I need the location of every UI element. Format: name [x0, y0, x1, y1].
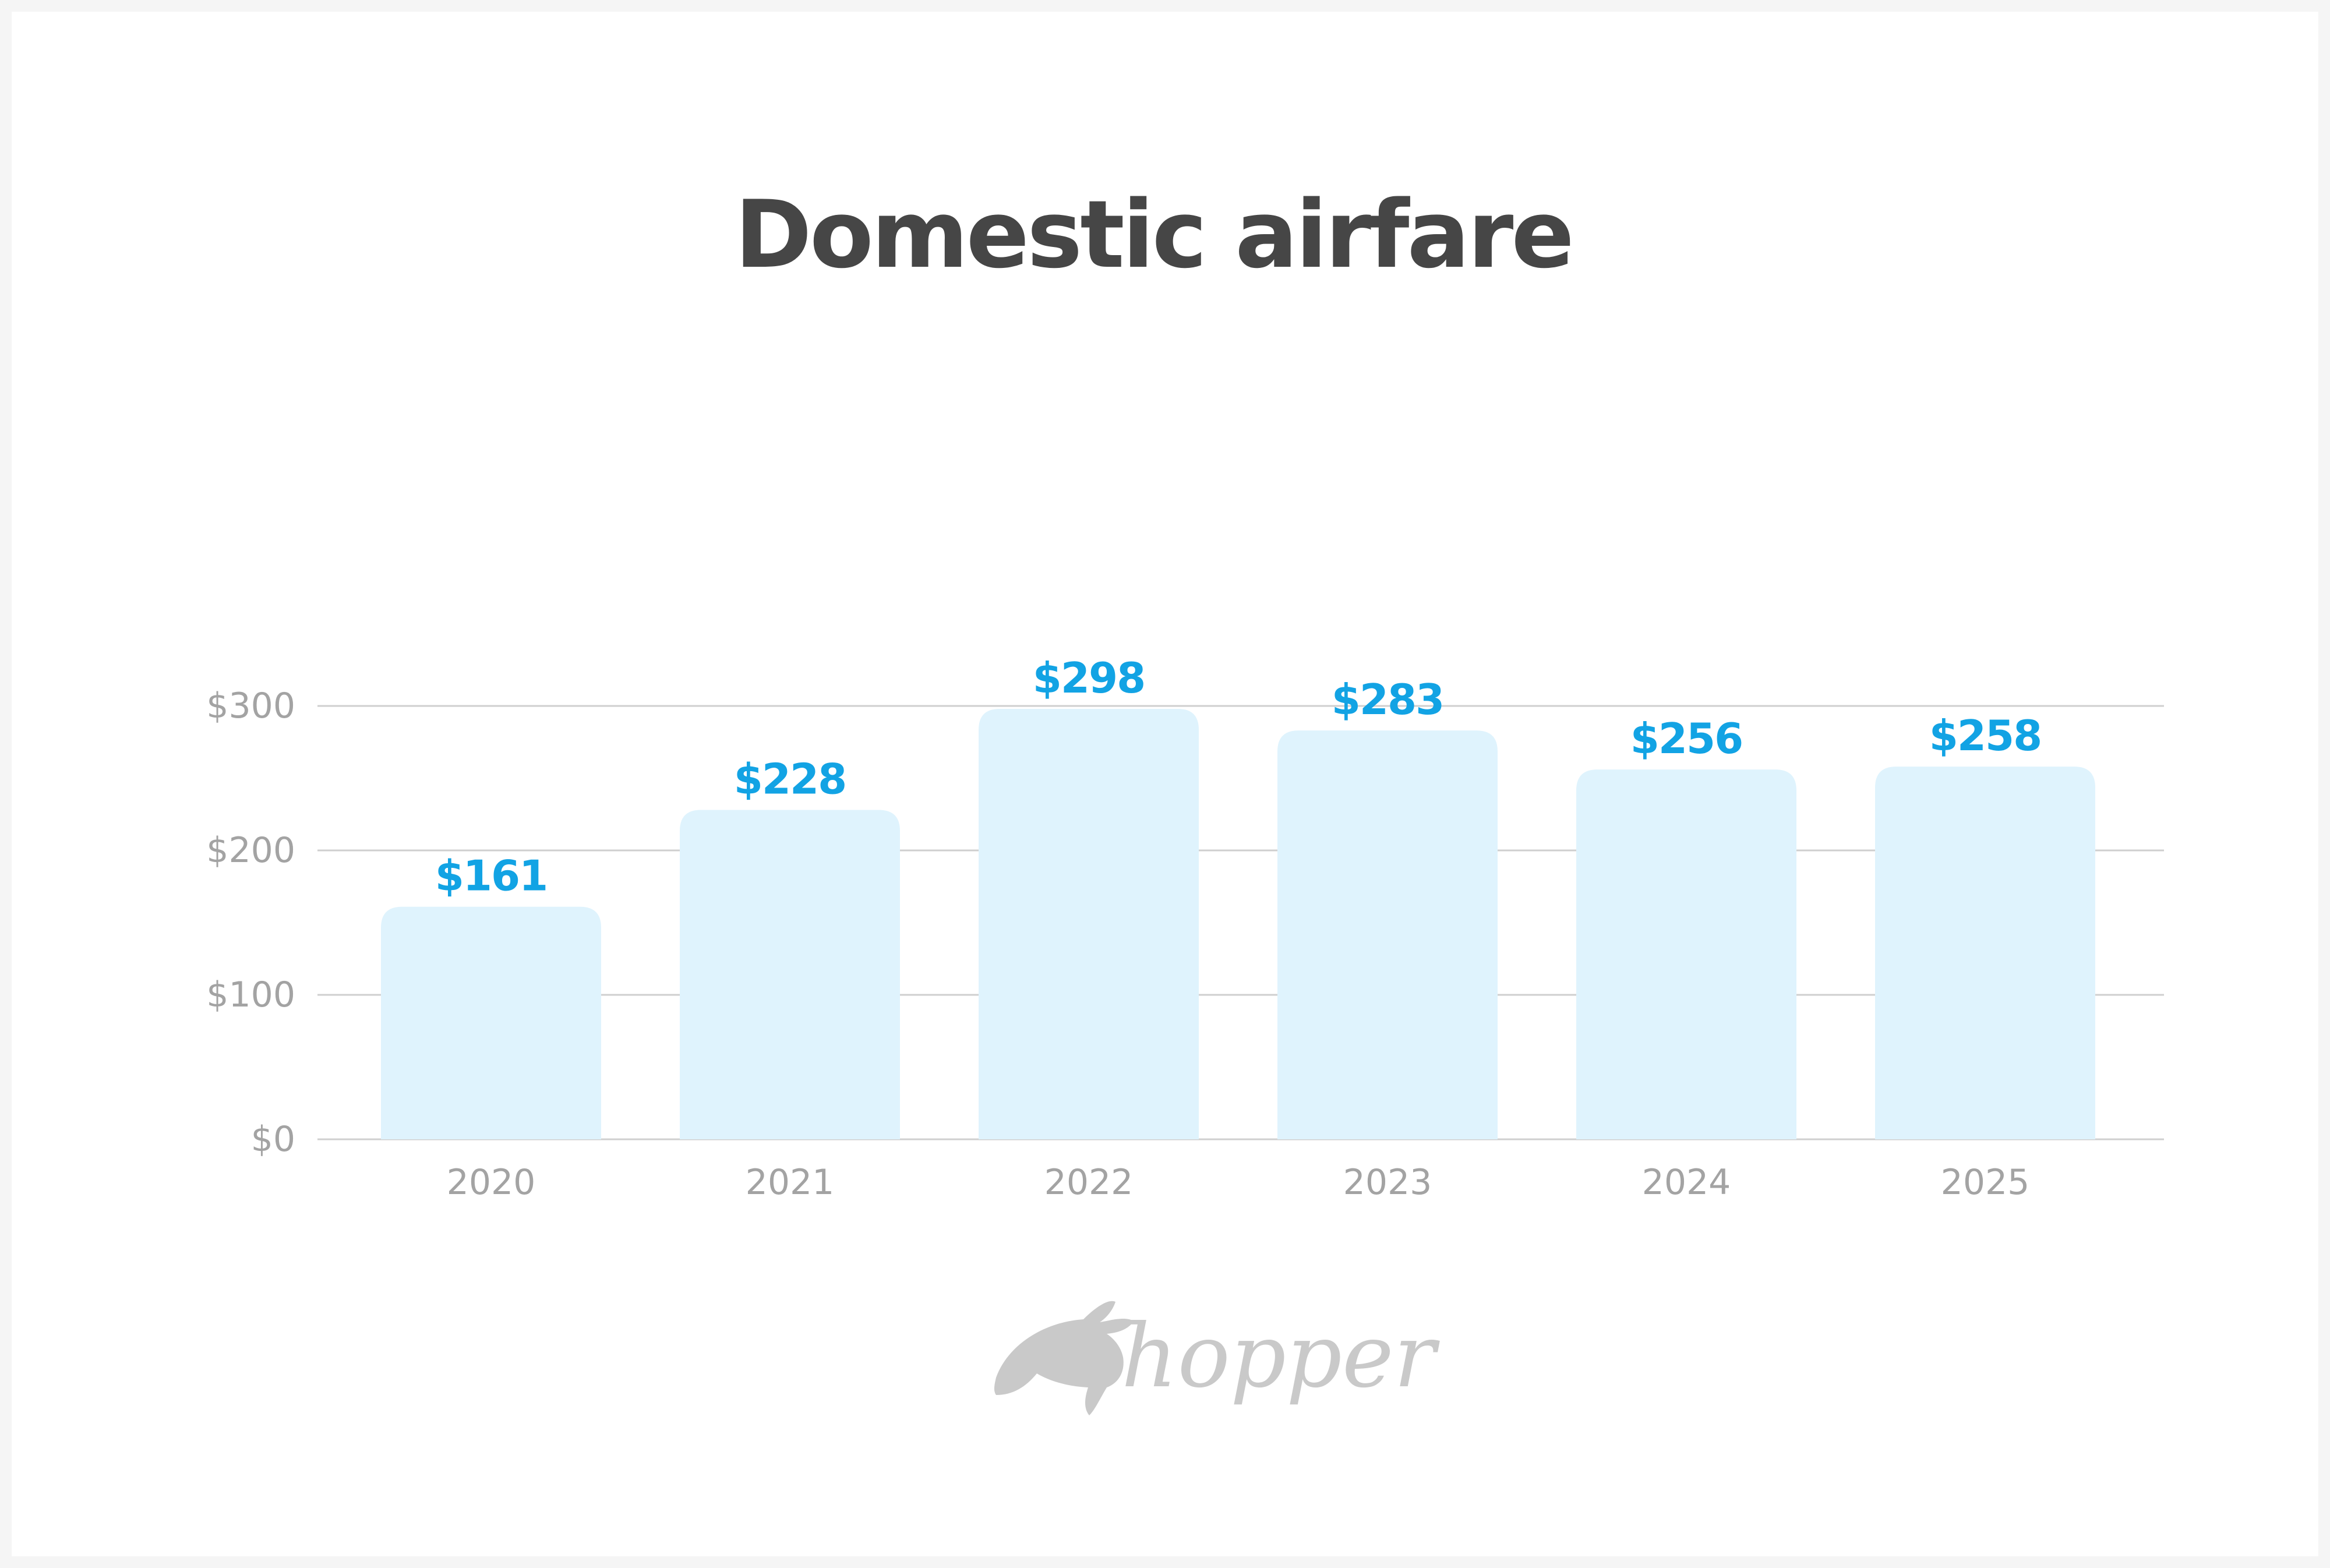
y-tick-label: $100 [206, 974, 295, 1015]
x-tick-label: 2024 [1642, 1162, 1731, 1203]
bar-2022 [979, 708, 1199, 1139]
data-label-2020: $161 [435, 852, 547, 900]
data-label-2021: $228 [734, 755, 846, 804]
bar-2020 [381, 906, 601, 1139]
bar-2023 [1277, 730, 1498, 1139]
bar-2024 [1576, 769, 1796, 1139]
bars [381, 708, 2095, 1139]
gridlines [317, 705, 2164, 1140]
y-axis-ticks: $0 $100 $200 $300 [206, 686, 295, 1160]
data-label-2022: $298 [1033, 654, 1145, 702]
chart-title: Domestic airfare [735, 180, 1572, 289]
bar-2025 [1875, 767, 2095, 1139]
x-tick-label: 2025 [1941, 1162, 2030, 1203]
data-labels: $161 $228 $298 $283 $256 $258 [435, 654, 2042, 900]
data-label-2023: $283 [1332, 675, 1443, 724]
x-tick-label: 2022 [1044, 1162, 1134, 1203]
bar-chart: Domestic airfare $161 $228 $298 $283 $256 $25… [206, 180, 2164, 1415]
logo-wordmark: hopper [1121, 1306, 1441, 1407]
x-axis-ticks: 2020 2021 2022 2023 2024 2025 [447, 1162, 2030, 1203]
y-tick-label: $300 [206, 686, 295, 726]
data-label-2025: $258 [1929, 711, 2041, 760]
y-tick-label: $0 [251, 1119, 295, 1160]
bar-2021 [680, 810, 900, 1139]
x-tick-label: 2021 [746, 1162, 835, 1203]
chart-card: Domestic airfare $161 $228 $298 $283 $256 $25… [12, 12, 2318, 1556]
x-tick-label: 2023 [1343, 1162, 1432, 1203]
x-tick-label: 2020 [447, 1162, 536, 1203]
y-tick-label: $200 [206, 830, 295, 871]
data-label-2024: $256 [1630, 714, 1742, 763]
rabbit-icon [994, 1301, 1134, 1415]
hopper-logo: hopper [994, 1301, 1441, 1415]
